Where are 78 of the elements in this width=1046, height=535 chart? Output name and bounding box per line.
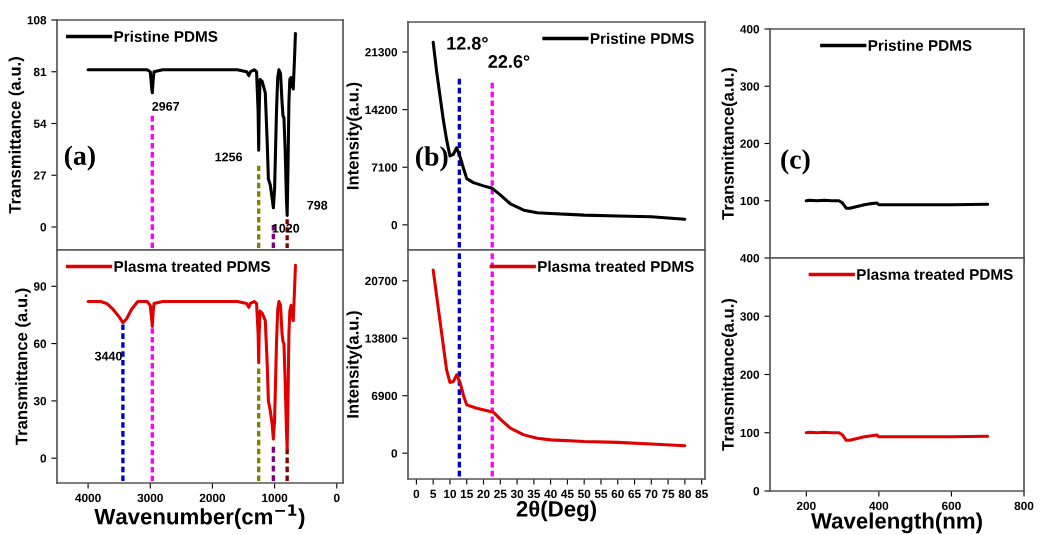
y-tick-label: 300	[740, 82, 760, 91]
x-tick-label: 40	[544, 489, 557, 499]
x-tick-label: 35	[527, 489, 541, 499]
x-tick-label: 400	[869, 501, 889, 511]
x-tick-label: 0	[413, 489, 420, 499]
x-tick-label: 5	[430, 489, 437, 499]
y-axis-title: Transmittance (a.u.)	[15, 288, 31, 446]
legend-label: Plasma treated PDMS	[114, 260, 271, 272]
y-tick-label: 81	[33, 67, 47, 77]
y-tick-label: 54	[33, 119, 47, 128]
x-axis-title: 2θ(Deg)	[516, 500, 596, 522]
x-tick-label: 80	[678, 489, 691, 499]
x-tick-label: 10	[444, 489, 457, 499]
x-tick-label: 4000	[75, 493, 101, 503]
legend-label: Pristine PDMS	[114, 30, 218, 42]
y-axis-title: Intensity(a.u.)	[346, 82, 362, 190]
y-tick-label: 400	[740, 254, 760, 263]
x-tick-label: 0	[333, 493, 340, 503]
x-axis-title: Wavelength(nm)	[811, 512, 982, 534]
x-tick-label: 200	[796, 501, 816, 511]
y-tick-label: 21300	[365, 48, 398, 57]
line-series	[804, 430, 990, 442]
x-tick-label: 50	[577, 489, 591, 499]
annotation: 1256	[215, 152, 243, 162]
annotation: 3440	[94, 351, 122, 361]
y-tick-label: 0	[391, 449, 398, 458]
x-tick-label: 55	[594, 489, 608, 499]
x-tick-label: 25	[494, 489, 507, 499]
line-series	[804, 198, 990, 210]
y-tick-label: 108	[27, 16, 47, 25]
y-tick-label: 0	[391, 220, 398, 230]
y-tick-label: 27	[33, 171, 47, 180]
y-axis-title: Intensity(a.u.)	[346, 311, 362, 418]
legend-label: Plasma treated PDMS	[857, 268, 1013, 280]
y-tick-label: 400	[740, 25, 760, 34]
legend-label: Pristine PDMS	[868, 39, 972, 51]
x-axis-title: Wavenumber(cm$^{−1}$)	[94, 504, 305, 529]
y-tick-label: 200	[740, 370, 760, 379]
x-tick-label: 15	[460, 489, 473, 499]
x-tick-label: 3000	[137, 493, 163, 503]
y-tick-label: 14200	[365, 105, 398, 115]
y-axis-title: Transmittance(a.u.)	[721, 298, 738, 451]
y-tick-label: 100	[740, 196, 760, 206]
y-tick-label: 20700	[365, 276, 398, 286]
x-tick-label: 1000	[262, 493, 288, 503]
y-tick-label: 100	[740, 428, 760, 438]
x-tick-label: 75	[662, 489, 675, 499]
y-tick-label: 7100	[371, 163, 398, 172]
legend-label: Plasma treated PDMS	[538, 260, 694, 272]
y-tick-label: 300	[740, 312, 760, 321]
annotation: (c)	[781, 149, 810, 175]
y-tick-label: 0	[40, 454, 47, 463]
annotation: 22.6°	[488, 55, 530, 68]
y-tick-label: 6900	[371, 391, 398, 401]
y-tick-label: 0	[40, 223, 47, 232]
x-tick-label: 65	[628, 489, 641, 499]
annotation: (b)	[416, 146, 448, 172]
y-tick-label: 200	[740, 139, 760, 148]
y-tick-label: 90	[33, 282, 47, 291]
annotation: (a)	[64, 145, 95, 171]
y-tick-label: 60	[33, 339, 47, 348]
x-tick-label: 800	[1014, 501, 1034, 511]
annotation: 798	[307, 200, 328, 210]
x-tick-label: 2000	[199, 493, 226, 503]
x-tick-label: 85	[695, 489, 708, 499]
x-tick-label: 600	[942, 501, 961, 511]
x-tick-label: 60	[611, 489, 624, 499]
annotation: 2967	[152, 101, 180, 111]
x-tick-label: 70	[645, 489, 658, 499]
x-tick-label: 20	[477, 489, 490, 499]
y-axis-title: Transmittance(a.u.)	[721, 67, 738, 220]
x-tick-label: 30	[510, 489, 524, 499]
x-tick-label: 45	[561, 489, 574, 499]
y-tick-label: 30	[33, 396, 47, 406]
annotation: 12.8°	[447, 36, 488, 50]
legend-label: Pristine PDMS	[590, 32, 694, 44]
y-axis-title: Transmittance (a.u.)	[8, 57, 25, 214]
y-tick-label: 13800	[365, 334, 398, 343]
